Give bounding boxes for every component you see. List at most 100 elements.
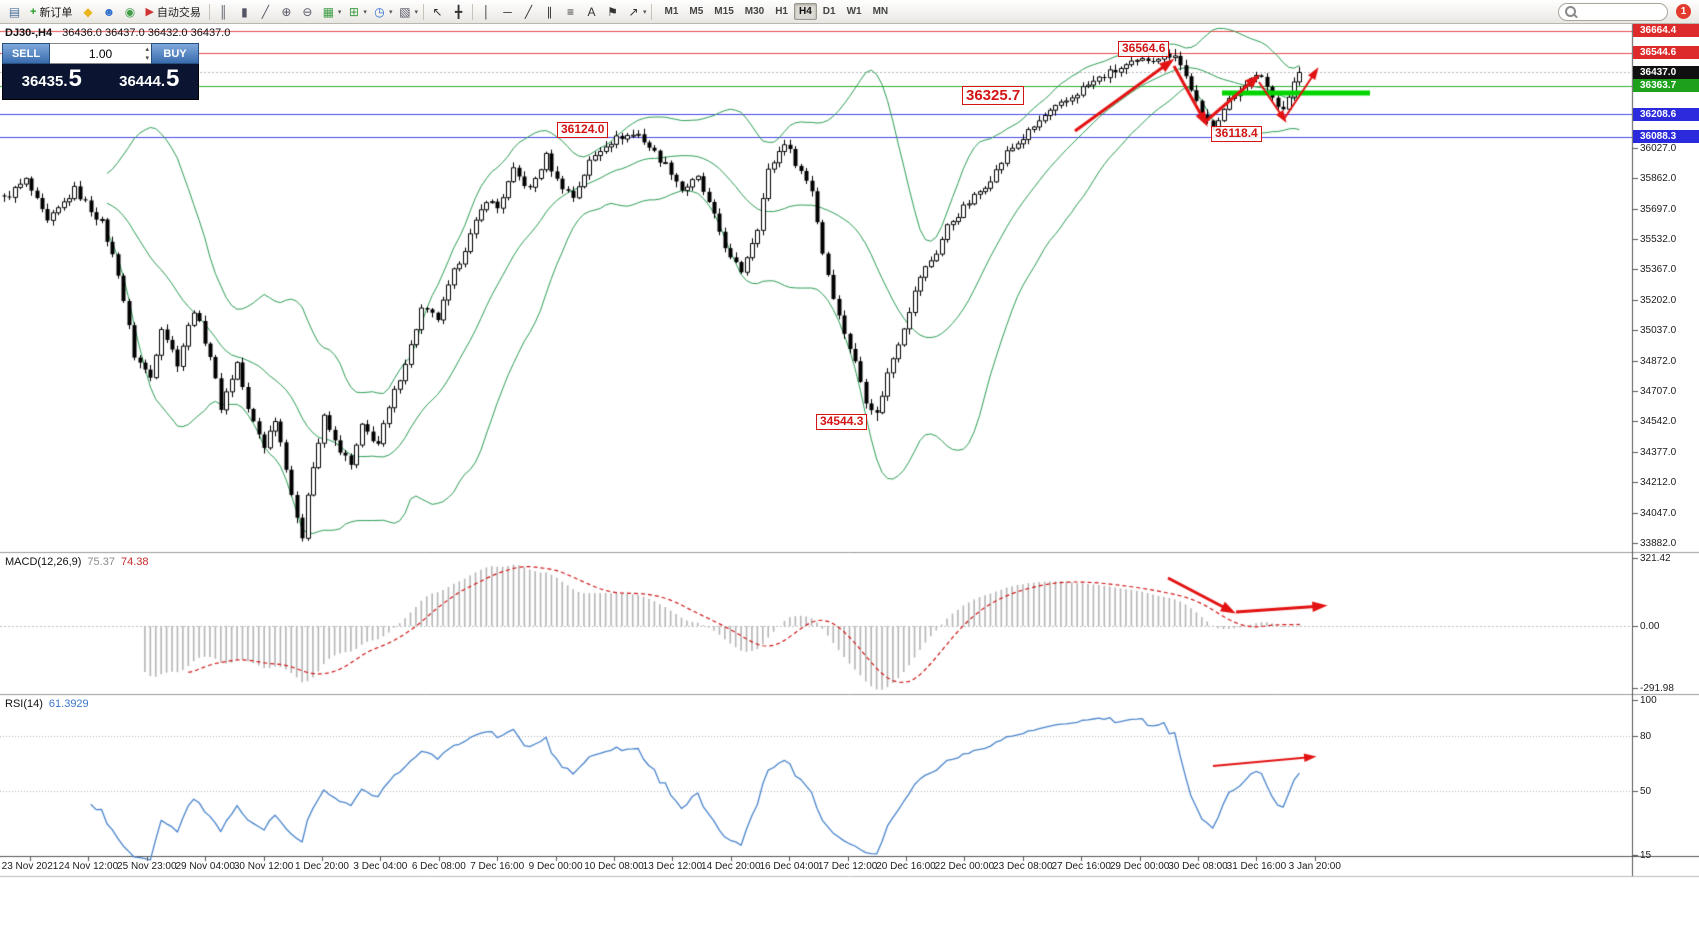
rsi-scale-label: 100 (1640, 695, 1657, 706)
price-tick-label: 35697.0 (1640, 203, 1677, 215)
price-tick-label: 34542.0 (1640, 416, 1677, 428)
sell-price[interactable]: 36435. 5 (3, 64, 101, 99)
time-axis-label: 13 Dec 12:00 (642, 861, 703, 872)
auto-trading-icon: ▶ (145, 6, 154, 18)
candlestick-chart-icon[interactable]: ▮ (241, 4, 248, 19)
chart-window-icon[interactable]: ▤ (8, 4, 21, 19)
time-axis-label: 20 Dec 16:00 (876, 861, 936, 872)
new-order-button[interactable]: + 新订单 (25, 2, 77, 21)
chart-annotation[interactable]: 36118.4 (1211, 126, 1262, 142)
shapes-tool-icon[interactable]: ↗ (628, 4, 639, 19)
templates-icon[interactable]: ▧ (399, 4, 411, 19)
time-axis-label: 9 Dec 00:00 (528, 861, 583, 872)
timeframe-button-m15[interactable]: M15 (709, 3, 738, 20)
toolbar-separator (422, 3, 424, 20)
notification-badge[interactable]: 1 (1676, 4, 1691, 19)
macd-scale-label: 321.42 (1640, 553, 1671, 564)
line-chart-icon[interactable]: ╱ (261, 4, 270, 19)
timeframe-button-w1[interactable]: W1 (842, 3, 867, 20)
time-axis-label: 3 Jan 20:00 (1288, 861, 1341, 872)
time-axis-label: 23 Dec 08:00 (993, 861, 1053, 872)
timeframe-button-h4[interactable]: H4 (794, 3, 817, 20)
search-box[interactable] (1558, 2, 1668, 21)
indicators-icon[interactable]: ⊞ (348, 4, 359, 19)
crosshair-icon[interactable]: ╋ (454, 4, 463, 19)
new-order-icon: + (30, 5, 37, 18)
rsi-scale-label: 15 (1640, 850, 1652, 861)
market-icon[interactable]: ◆ (83, 4, 93, 19)
time-axis-label: 17 Dec 12:00 (817, 861, 878, 872)
volume-value: 1.00 (88, 46, 113, 61)
rsi-scale-label: 50 (1640, 786, 1652, 798)
profile-icon[interactable]: ☻ (102, 4, 116, 19)
text-tool-icon[interactable]: A (587, 4, 596, 19)
toolbar-separator (471, 3, 473, 20)
time-axis-label: 6 Dec 08:00 (411, 861, 466, 872)
main-toolbar: ▤ + 新订单 ◆ ☻ ◉ ▶ 自动交易 ║ ▮ ╱ ⊕ ⊖ ▦ ▾ ⊞ ▾ ◷ ▾ ▧ ▾ ↖ ╋ │ ─ ╱ ∥ ≡ A ⚑ ↗ ▾ M1 M… (0, 0, 1699, 24)
chart-annotation[interactable]: 36124.0 (557, 122, 609, 138)
price-tick-label: 34212.0 (1640, 477, 1677, 489)
zoom-in-icon[interactable]: ⊕ (281, 4, 292, 19)
price-tick-label: 34707.0 (1640, 386, 1677, 398)
dropdown-arrow-icon[interactable]: ▾ (642, 8, 647, 16)
hline-tool-icon[interactable]: ─ (503, 4, 512, 19)
price-tag: 36544.6 (1633, 46, 1699, 60)
volume-input[interactable]: 1.00 ▴ ▾ (50, 43, 151, 64)
dropdown-arrow-icon[interactable]: ▾ (363, 8, 367, 16)
one-click-top-row: SELL 1.00 ▴ ▾ BUY (2, 43, 199, 64)
time-axis-label: 25 Nov 23:00 (117, 861, 177, 872)
sell-button[interactable]: SELL (2, 43, 50, 64)
time-axis-label: 14 Dec 20:00 (701, 861, 761, 872)
search-icon (1565, 6, 1576, 17)
rsi-name: RSI(14) (5, 698, 43, 710)
timeframe-button-m1[interactable]: M1 (659, 3, 683, 20)
bar-chart-icon[interactable]: ║ (219, 4, 228, 19)
price-tick-label: 35037.0 (1640, 325, 1677, 337)
time-axis-label: 31 Dec 16:00 (1226, 861, 1287, 872)
periods-icon[interactable]: ◷ (374, 4, 385, 19)
dropdown-arrow-icon[interactable]: ▾ (337, 8, 342, 16)
price-tick-label: 35862.0 (1640, 173, 1677, 185)
timeframe-button-mn[interactable]: MN (868, 3, 894, 20)
chart-annotation[interactable]: 34544.3 (816, 414, 868, 430)
time-axis-label: 22 Dec 00:00 (934, 861, 995, 872)
price-tick-label: 35202.0 (1640, 294, 1677, 306)
buy-price-main: 36444. (119, 73, 166, 90)
buy-price[interactable]: 36444. 5 (101, 64, 199, 99)
sell-price-main: 36435. (21, 73, 68, 90)
auto-trading-button[interactable]: ▶ 自动交易 (140, 2, 205, 21)
time-axis-label: 23 Nov 2021 (1, 861, 59, 872)
fibonacci-tool-icon[interactable]: ≡ (566, 4, 574, 19)
volume-down-button[interactable]: ▾ (145, 55, 149, 62)
trendline-tool-icon[interactable]: ╱ (524, 4, 533, 19)
timeframe-button-m5[interactable]: M5 (684, 3, 708, 20)
timeframe-button-h1[interactable]: H1 (770, 3, 793, 20)
symbol-period-label: DJ30-,H4 (5, 27, 53, 39)
timeframe-button-m30[interactable]: M30 (740, 3, 769, 20)
cursor-icon[interactable]: ↖ (432, 4, 443, 19)
price-tag: 36088.3 (1633, 130, 1699, 144)
timeframe-button-d1[interactable]: D1 (818, 3, 841, 20)
volume-up-button[interactable]: ▴ (145, 46, 149, 53)
price-tick-label: 34377.0 (1640, 446, 1677, 458)
macd-scale-label: 0.00 (1640, 621, 1660, 632)
label-tool-icon[interactable]: ⚑ (607, 4, 618, 19)
community-icon[interactable]: ◉ (124, 4, 136, 19)
price-tick-label: 34047.0 (1640, 507, 1677, 519)
zoom-out-icon[interactable]: ⊖ (302, 4, 313, 19)
bid-ask-display: 36435. 5 36444. 5 (2, 64, 199, 100)
vline-tool-icon[interactable]: │ (482, 4, 491, 19)
channel-tool-icon[interactable]: ∥ (546, 4, 553, 19)
macd-scale-label: -291.98 (1640, 682, 1674, 694)
tile-windows-icon[interactable]: ▦ (322, 4, 335, 19)
buy-button[interactable]: BUY (151, 43, 199, 64)
chart-annotation[interactable]: 36564.6 (1118, 41, 1170, 57)
chart-annotation[interactable]: 36325.7 (962, 86, 1025, 106)
dropdown-arrow-icon[interactable]: ▾ (388, 8, 393, 16)
rsi-scale-label: 80 (1640, 731, 1652, 743)
time-axis-label: 30 Dec 08:00 (1168, 861, 1228, 872)
toolbar-separator (208, 3, 210, 20)
dropdown-arrow-icon[interactable]: ▾ (414, 8, 418, 16)
